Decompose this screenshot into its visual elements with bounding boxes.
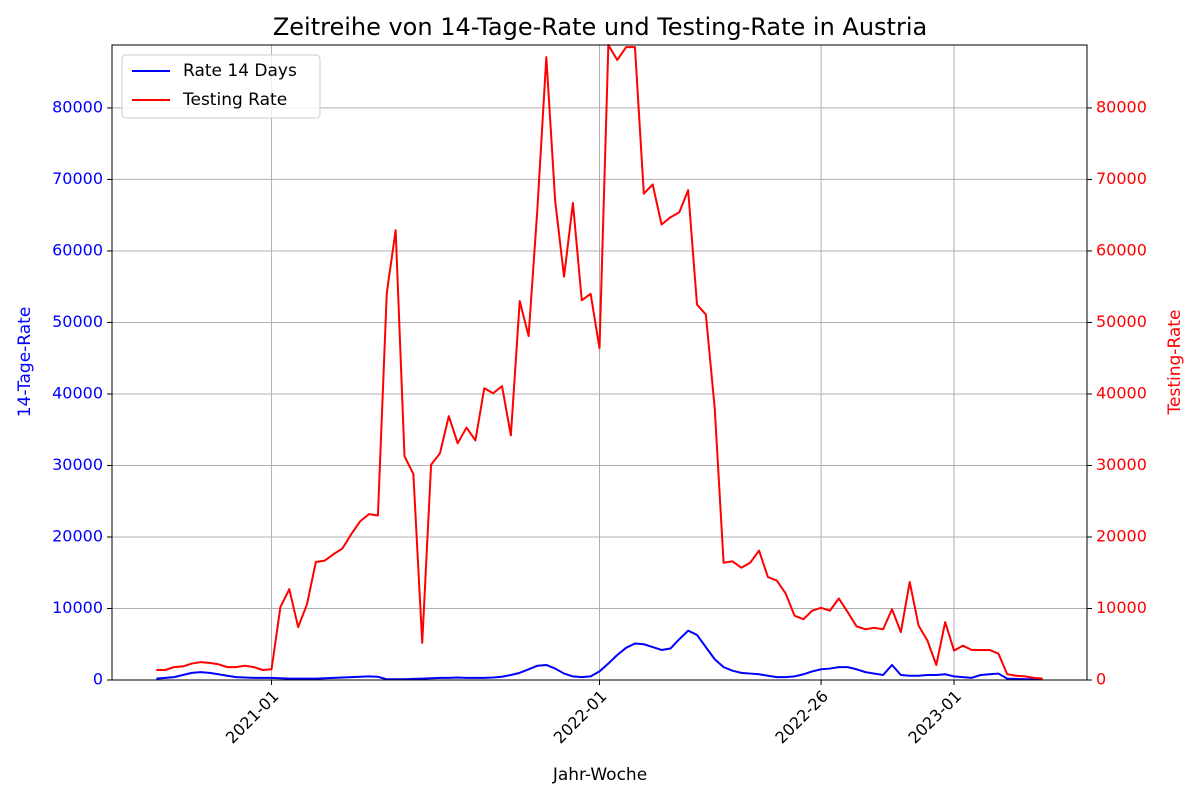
y2-tick-label: 80000 (1096, 97, 1147, 116)
plot-frame (111, 44, 1088, 681)
y2-tick-label: 10000 (1096, 598, 1147, 617)
y2-tick-label: 40000 (1096, 383, 1147, 402)
y-tick-label: 50000 (52, 312, 103, 331)
y-tick-label: 30000 (52, 455, 103, 474)
y-tick-label: 80000 (52, 97, 103, 116)
line-series (156, 44, 1043, 680)
y-tick-label: 70000 (52, 169, 103, 188)
y-tick-label: 0 (93, 670, 103, 689)
y2-tick-label: 70000 (1096, 169, 1147, 188)
chart-title: Zeitreihe von 14-Tage-Rate und Testing-R… (273, 13, 927, 41)
y-axis-label: 14-Tage-Rate (15, 307, 35, 418)
y-tick-label: 10000 (52, 598, 103, 617)
y2-tick-label: 50000 (1096, 312, 1147, 331)
y2-axis-label: Testing-Rate (1165, 310, 1185, 416)
y-tick-label: 40000 (52, 383, 103, 402)
y-tick-label: 60000 (52, 240, 103, 259)
y2-tick-label: 30000 (1096, 455, 1147, 474)
legend-label: Rate 14 Days (183, 61, 297, 81)
legend (121, 54, 321, 119)
y2-tick-label: 60000 (1096, 240, 1147, 259)
line-series (156, 629, 1043, 681)
y2-tick-label: 0 (1096, 670, 1106, 689)
y2-tick-label: 20000 (1096, 526, 1147, 545)
y-tick-label: 20000 (52, 526, 103, 545)
x-axis-label: Jahr-Woche (552, 765, 647, 785)
legend-label: Testing Rate (182, 90, 287, 110)
